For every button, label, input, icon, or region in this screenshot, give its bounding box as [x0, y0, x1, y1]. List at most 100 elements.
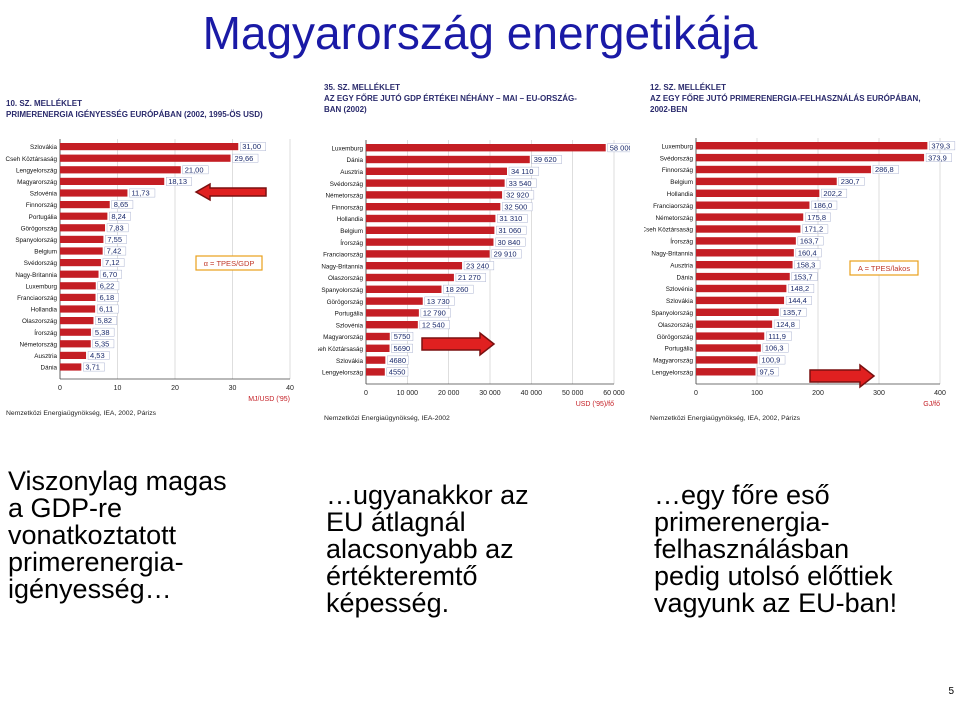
category-label: Nagy-Britannia	[651, 251, 693, 258]
data-label: 29,66	[235, 154, 254, 163]
bar-ausztria	[60, 351, 87, 359]
data-label-box	[508, 166, 539, 176]
category-label: Szlovénia	[336, 322, 364, 329]
data-label-box	[531, 155, 562, 164]
x-tick-label: 400	[934, 390, 946, 397]
data-label: 7,42	[107, 247, 122, 256]
bar-cseh-k-zt-rsas-g	[366, 344, 390, 352]
bar-luxemburg	[60, 282, 96, 290]
data-label-box	[838, 176, 865, 186]
data-label: 202,2	[823, 189, 842, 198]
data-label-box	[391, 343, 413, 353]
x-axis-label: USD ('95)/fő	[576, 401, 614, 408]
source-note: Nemzetközi Energiaügynökség, IEA, 2002, …	[650, 415, 801, 422]
data-label-box	[182, 165, 209, 175]
data-label-box	[925, 153, 952, 163]
category-label: Szlovénia	[30, 191, 58, 198]
x-tick-label: 40 000	[521, 390, 543, 397]
data-label-box	[419, 320, 450, 330]
bar-olaszorsz-g	[60, 317, 94, 325]
bar-spanyolorsz-g	[60, 235, 104, 243]
bar-luxemburg	[696, 142, 928, 150]
data-label-box	[797, 236, 824, 246]
data-label-box	[100, 269, 122, 279]
category-label: Írország	[340, 238, 363, 247]
category-label: Finnország	[662, 167, 694, 174]
data-label: 148,2	[790, 284, 809, 293]
x-tick-label: 10 000	[397, 390, 419, 397]
category-label: Lengyelország	[322, 370, 363, 377]
category-label: Svédország	[660, 155, 694, 162]
data-label: 6,11	[99, 305, 113, 314]
data-label: 29 910	[494, 250, 517, 259]
data-label-box	[455, 273, 486, 282]
data-label-box	[759, 355, 786, 365]
category-label: Cseh Köztársaság	[6, 156, 58, 163]
highlight-arrow-icon	[194, 182, 267, 202]
x-tick-label: 20	[171, 385, 179, 392]
category-label: Németország	[656, 215, 694, 222]
chart-header-line: 12. SZ. MELLÉKLET	[650, 83, 726, 92]
data-label-box	[443, 284, 474, 294]
data-label: 12 540	[422, 320, 445, 329]
bar--rorsz-g	[60, 328, 91, 336]
data-label: 58 000	[610, 143, 630, 152]
x-tick-label: 30	[229, 385, 237, 392]
bar-ausztria	[366, 167, 507, 175]
caption-line: vagyunk az EU-ban!	[654, 588, 898, 618]
category-label: Cseh Köztársaság	[318, 346, 363, 353]
bar-luxemburg	[366, 144, 606, 152]
bar-sv-dorsz-g	[366, 179, 505, 187]
caption-line: EU átlagnál	[326, 507, 466, 537]
data-label: 379,3	[931, 141, 950, 150]
source-note: Nemzetközi Energiaügynökség, IEA, 2002, …	[6, 410, 157, 417]
data-label: 4680	[389, 356, 406, 365]
caption-line: …egy főre eső	[654, 480, 830, 510]
data-label: 32 920	[506, 191, 529, 200]
category-label: Írország	[670, 237, 693, 246]
data-label: 124,8	[776, 320, 795, 329]
page-number: 5	[948, 686, 954, 697]
category-label: Nagy-Britannia	[15, 272, 57, 279]
category-label: Spanyolország	[321, 287, 363, 294]
data-label-box	[386, 367, 409, 377]
x-tick-label: 20 000	[438, 390, 460, 397]
data-label-box	[821, 188, 848, 198]
chart-panel-gdp-per-capita: 35. SZ. MELLÉKLET AZ EGY FŐRE JUTÓ GDP ÉR…	[318, 76, 630, 438]
category-label: Portugália	[335, 311, 364, 318]
bar-portug-lia	[696, 344, 761, 352]
category-label: Magyarország	[653, 358, 693, 365]
data-label: 23 240	[466, 261, 489, 270]
category-label: Ausztria	[340, 169, 363, 176]
chart-gdp-per-capita: 35. SZ. MELLÉKLET AZ EGY FŐRE JUTÓ GDP ÉR…	[318, 83, 630, 422]
category-label: Magyarország	[17, 179, 57, 186]
category-label: Dánia	[347, 157, 364, 164]
data-label-box	[788, 284, 815, 293]
category-label: Dánia	[677, 274, 694, 281]
category-label: Spanyolország	[651, 310, 693, 317]
data-label-box	[607, 143, 630, 153]
data-label: 5750	[394, 332, 411, 341]
category-label: Lengyelország	[652, 370, 693, 377]
chart-header-line: 2002-BEN	[650, 105, 688, 114]
data-label: 7,12	[105, 258, 120, 267]
bar-franciaorsz-g	[60, 293, 96, 301]
caption-line: alacsonyabb az	[326, 534, 514, 564]
data-label: 5690	[394, 344, 411, 353]
legend-text: A = TPES/lakos	[858, 264, 910, 273]
data-label: 34 110	[511, 167, 533, 176]
data-label: 4550	[389, 368, 406, 377]
data-label: 106,3	[765, 344, 784, 353]
bar-hollandia	[366, 214, 496, 223]
caption-line: felhasználásban	[654, 534, 850, 564]
data-label-box	[805, 212, 831, 222]
bar-hollandia	[696, 189, 820, 197]
caption-line: primerenergia-	[8, 547, 184, 577]
chart-header-line: 35. SZ. MELLÉKLET	[324, 83, 400, 92]
chart-header-line: 10. SZ. MELLÉKLET	[6, 99, 82, 108]
legend-text: α = TPES/GDP	[204, 259, 255, 268]
bar-spanyolorsz-g	[366, 285, 442, 293]
data-label-box	[129, 188, 156, 198]
bar-sv-dorsz-g	[696, 153, 925, 162]
category-label: Hollandia	[667, 191, 694, 198]
